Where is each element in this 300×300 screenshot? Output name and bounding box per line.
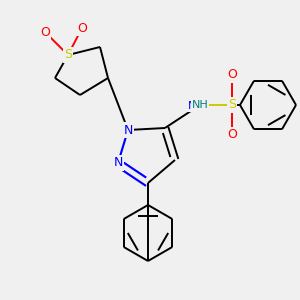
Text: N: N <box>113 157 123 169</box>
Text: S: S <box>228 98 236 112</box>
Text: NH: NH <box>192 100 208 110</box>
Text: O: O <box>77 22 87 34</box>
Text: S: S <box>64 49 72 62</box>
Text: N: N <box>123 124 133 136</box>
Text: O: O <box>40 26 50 38</box>
Text: O: O <box>227 68 237 82</box>
Text: N: N <box>188 101 196 111</box>
Text: H: H <box>196 100 204 110</box>
Text: O: O <box>227 128 237 142</box>
